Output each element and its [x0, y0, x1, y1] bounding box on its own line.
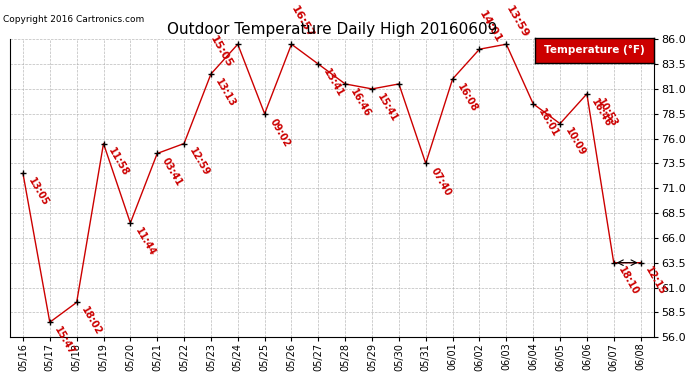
- Text: Copyright 2016 Cartronics.com: Copyright 2016 Cartronics.com: [3, 15, 144, 24]
- Text: 16:01: 16:01: [536, 106, 560, 138]
- Text: 13:13: 13:13: [214, 77, 238, 109]
- Title: Outdoor Temperature Daily High 20160609: Outdoor Temperature Daily High 20160609: [166, 22, 497, 37]
- Text: 12:15: 12:15: [643, 266, 667, 297]
- Text: 15:05: 15:05: [208, 34, 235, 70]
- Text: 16:46: 16:46: [348, 87, 372, 118]
- Text: 18:02: 18:02: [79, 305, 104, 337]
- Text: 14:01: 14:01: [477, 9, 503, 45]
- Text: 12:59: 12:59: [187, 146, 211, 178]
- Text: 13:41: 13:41: [321, 67, 345, 99]
- Text: 16:46: 16:46: [590, 97, 614, 129]
- Text: 09:02: 09:02: [268, 117, 292, 148]
- Text: 03:41: 03:41: [160, 156, 184, 188]
- Text: 18:10: 18:10: [616, 266, 641, 297]
- Text: 10:09: 10:09: [563, 126, 587, 158]
- Text: 16:57: 16:57: [288, 4, 315, 40]
- Text: 11:44: 11:44: [133, 226, 157, 258]
- Text: 15:41: 15:41: [375, 92, 399, 123]
- Text: 15:47: 15:47: [52, 325, 77, 357]
- Text: 11:58: 11:58: [106, 146, 130, 178]
- Text: 13:05: 13:05: [26, 176, 50, 208]
- Text: 16:08: 16:08: [455, 82, 480, 114]
- Text: 13:59: 13:59: [504, 4, 530, 40]
- Text: 07:40: 07:40: [428, 166, 453, 198]
- Text: 10:53: 10:53: [595, 97, 620, 129]
